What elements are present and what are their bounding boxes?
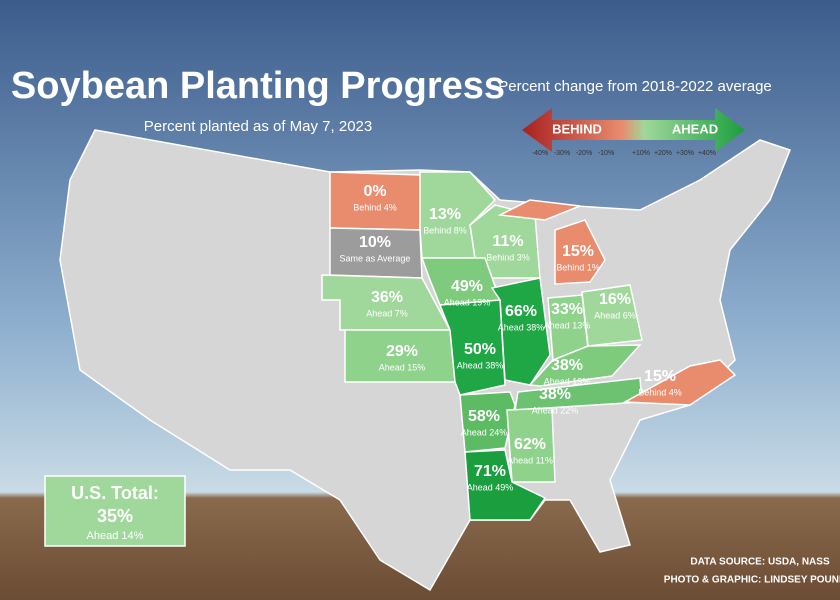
total-label: U.S. Total:: [71, 483, 159, 503]
legend-tick: +20%: [654, 150, 672, 157]
state-percent: 36%: [371, 289, 403, 306]
state-percent: 38%: [551, 357, 583, 374]
state-percent: 29%: [386, 343, 418, 360]
state-change: Ahead 49%: [467, 482, 514, 492]
legend-tick: +40%: [698, 150, 716, 157]
state-change: Ahead 38%: [498, 322, 545, 332]
state-change: Behind 1%: [556, 262, 600, 272]
legend-tick: -40%: [532, 150, 548, 157]
state-change: Ahead 7%: [366, 308, 408, 318]
total-percent: 35%: [97, 506, 133, 526]
state-percent: 10%: [359, 234, 391, 251]
legend-ahead: AHEAD: [672, 121, 718, 136]
state-change: Same as Average: [340, 253, 411, 263]
state-percent: 49%: [451, 278, 483, 295]
state-change: Ahead 38%: [457, 360, 504, 370]
state-change: Ahead 15%: [379, 362, 426, 372]
state-labels: 0% Behind 4% 13% Behind 8% 10% Same as Averag…: [340, 183, 682, 492]
state-change: Ahead 19%: [544, 376, 591, 386]
legend-title: Percent change from 2018-2022 average: [498, 78, 772, 95]
legend-tick: +10%: [632, 150, 650, 157]
state-change: Ahead 11%: [507, 455, 553, 465]
state-percent: 15%: [562, 243, 594, 260]
legend-ticks: -40% -30% -20% -10% +10% +20% +30% +40%: [532, 150, 716, 157]
state: [329, 171, 421, 231]
credit-source: DATA SOURCE: USDA, NASS: [690, 557, 830, 568]
state-change: Ahead 13%: [544, 320, 591, 330]
state-change: Behind 8%: [423, 225, 467, 235]
state: [506, 407, 556, 483]
state-percent: 62%: [514, 436, 546, 453]
state-percent: 0%: [363, 183, 386, 200]
state: [464, 449, 547, 521]
title: Soybean Planting Progress: [11, 65, 505, 107]
state-change: Behind 3%: [486, 252, 530, 262]
state-percent: 58%: [468, 408, 500, 425]
total-box: [44, 475, 186, 547]
credit-photo: PHOTO & GRAPHIC: LINDSEY POUND: [664, 575, 840, 586]
legend-tick: -30%: [554, 150, 570, 157]
state-change: Ahead 24%: [461, 427, 508, 437]
state-change: Ahead 6%: [594, 310, 636, 320]
legend-arrow: [522, 108, 745, 152]
legend-tick: -20%: [576, 150, 592, 157]
state-percent: 13%: [429, 206, 461, 223]
state-percent: 33%: [551, 301, 583, 318]
states: [321, 171, 737, 521]
state-change: Behind 4%: [638, 387, 682, 397]
subtitle: Percent planted as of May 7, 2023: [144, 118, 372, 135]
legend-tick: -10%: [598, 150, 614, 157]
state: [554, 219, 606, 285]
state: [622, 359, 737, 406]
state-percent: 66%: [505, 303, 537, 320]
state-change: Ahead 19%: [444, 297, 491, 307]
total-change: Ahead 14%: [87, 530, 144, 542]
state: [497, 199, 581, 221]
state: [581, 284, 643, 347]
state-percent: 71%: [474, 463, 506, 480]
state: [528, 344, 642, 387]
state-percent: 50%: [464, 341, 496, 358]
state-percent: 16%: [599, 291, 631, 308]
legend-behind: BEHIND: [552, 121, 602, 136]
legend-tick: +30%: [676, 150, 694, 157]
state-percent: 38%: [539, 386, 571, 403]
state-change: Behind 4%: [353, 202, 397, 212]
state-change: Ahead 22%: [532, 405, 579, 415]
state-percent: 15%: [644, 368, 676, 385]
state-percent: 11%: [492, 233, 523, 250]
state: [321, 274, 452, 331]
